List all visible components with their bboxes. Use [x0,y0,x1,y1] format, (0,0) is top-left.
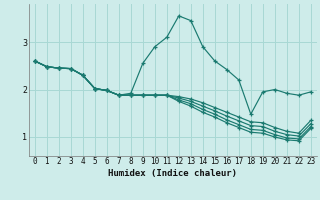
X-axis label: Humidex (Indice chaleur): Humidex (Indice chaleur) [108,169,237,178]
